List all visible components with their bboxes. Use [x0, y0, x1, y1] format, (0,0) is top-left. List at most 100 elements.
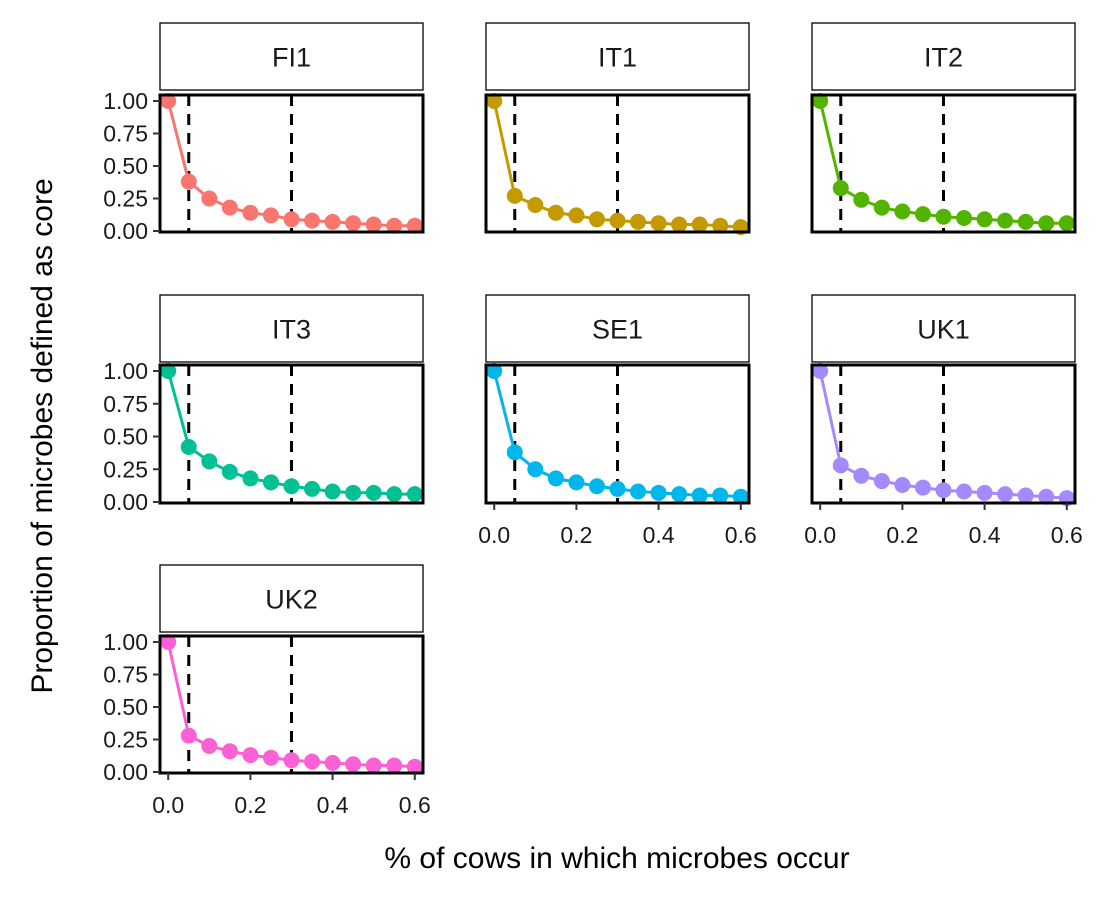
data-point-it2-8 [976, 211, 993, 228]
x-tick-label-uk1-0: 0.0 [804, 522, 836, 548]
data-point-se1-8 [650, 484, 667, 501]
data-point-it3-10 [365, 484, 382, 501]
y-tick-label-uk2-1: 0.25 [103, 727, 148, 753]
panel-border-uk1 [810, 363, 1077, 505]
data-point-uk1-9 [997, 486, 1014, 503]
x-tick-label-se1-1: 0.2 [560, 522, 592, 548]
data-point-uk2-0 [160, 634, 177, 650]
data-point-uk1-7 [956, 483, 973, 500]
data-point-se1-9 [671, 486, 688, 503]
y-tick-label-it3-1: 0.25 [103, 456, 148, 482]
strip-se1 [485, 294, 750, 363]
data-point-uk1-0 [812, 363, 829, 379]
data-point-fi1-11 [386, 217, 403, 234]
x-tick-label-uk1-1: 0.2 [886, 522, 918, 548]
data-point-se1-12 [732, 488, 749, 505]
data-point-it1-0 [486, 93, 503, 109]
data-point-se1-3 [547, 470, 564, 487]
data-point-it3-12 [406, 486, 423, 503]
panel-border-it2 [810, 93, 1077, 234]
x-tick-label-uk1-2: 0.4 [969, 522, 1001, 548]
data-point-fi1-5 [262, 207, 279, 224]
y-tick-label-uk2-2: 0.50 [103, 694, 148, 720]
x-tick-label-se1-0: 0.0 [478, 522, 510, 548]
y-tick-label-it3-4: 1.00 [103, 358, 148, 384]
data-point-it1-8 [650, 215, 667, 232]
data-point-uk2-3 [221, 743, 238, 760]
data-point-it1-4 [568, 207, 585, 224]
panel-border-it3 [158, 363, 425, 505]
panel-border-se1 [484, 363, 751, 505]
data-point-se1-10 [691, 487, 708, 504]
x-tick-label-uk1-3: 0.6 [1051, 522, 1083, 548]
data-point-it1-2 [527, 197, 544, 213]
data-point-it2-4 [894, 203, 911, 220]
data-point-se1-11 [712, 487, 729, 504]
strip-fi1 [159, 22, 424, 91]
y-tick-label-it3-0: 0.00 [103, 489, 148, 515]
data-point-fi1-9 [345, 215, 362, 232]
y-tick-label-uk2-3: 0.75 [103, 662, 148, 688]
data-point-fi1-1 [180, 173, 197, 190]
data-point-it3-9 [345, 484, 362, 501]
data-point-fi1-2 [201, 190, 218, 207]
facet-uk2: UK2 0.00 0.25 0.50 0.75 1.00 0.0 0.2 0.4 0.6 [103, 564, 431, 818]
data-point-fi1-3 [221, 199, 238, 216]
data-point-it1-1 [506, 187, 523, 204]
strip-label-se1: SE1 [592, 315, 643, 345]
data-point-it1-10 [691, 216, 708, 233]
data-point-it2-12 [1058, 215, 1075, 232]
y-tick-label-it3-2: 0.50 [103, 424, 148, 450]
data-point-se1-5 [588, 478, 605, 495]
x-tick-label-uk2-2: 0.4 [317, 792, 349, 818]
data-point-fi1-10 [365, 216, 382, 233]
data-point-uk2-1 [180, 727, 197, 744]
data-point-se1-4 [568, 474, 585, 491]
data-point-uk1-11 [1038, 488, 1055, 505]
data-point-fi1-7 [304, 212, 321, 229]
data-point-uk1-8 [976, 484, 993, 501]
data-point-uk1-10 [1017, 487, 1034, 504]
data-point-uk2-5 [262, 749, 279, 766]
data-point-it3-6 [283, 478, 300, 495]
data-point-uk2-8 [324, 754, 341, 771]
data-point-it2-7 [956, 210, 973, 226]
data-point-it3-1 [180, 438, 197, 455]
strip-label-fi1: FI1 [272, 43, 311, 73]
strip-label-uk1: UK1 [917, 315, 970, 345]
facet-it2: IT2 [810, 22, 1077, 234]
strip-label-it3: IT3 [272, 315, 311, 345]
data-point-it3-0 [160, 363, 177, 379]
data-point-uk1-3 [873, 473, 890, 490]
facet-it1: IT1 [484, 22, 751, 236]
data-point-uk1-2 [853, 467, 870, 484]
data-point-fi1-4 [242, 204, 259, 221]
data-point-it2-11 [1038, 215, 1055, 232]
x-tick-label-uk2-0: 0.0 [152, 792, 184, 818]
data-point-it2-0 [812, 93, 829, 109]
strip-it1 [485, 22, 750, 91]
data-point-it1-7 [630, 213, 647, 230]
data-point-uk2-12 [406, 758, 423, 775]
strip-it3 [159, 294, 424, 363]
data-point-it1-11 [712, 217, 729, 234]
data-point-uk2-11 [386, 757, 403, 774]
x-tick-label-uk2-3: 0.6 [399, 792, 431, 818]
panel-border-uk2 [158, 634, 425, 775]
data-point-uk2-7 [304, 753, 321, 770]
data-point-it3-7 [304, 480, 321, 497]
facet-panels: FI1 0.00 0.25 0.50 0.75 1.00 IT1 IT2 IT3 0.00 0.25… [103, 22, 1083, 818]
data-point-it3-4 [242, 470, 259, 487]
y-axis-title: Proportion of microbes defined as core [26, 178, 59, 693]
data-point-it3-11 [386, 486, 403, 503]
x-axis-title: % of cows in which microbes occur [384, 842, 849, 875]
y-tick-label-uk2-4: 1.00 [103, 629, 148, 655]
data-point-uk1-5 [914, 479, 931, 496]
facet-uk1: UK1 0.0 0.2 0.4 0.6 [804, 294, 1083, 548]
data-point-it2-9 [997, 212, 1014, 229]
facet-it3: IT3 0.00 0.25 0.50 0.75 1.00 [103, 294, 425, 515]
strip-it2 [811, 22, 1076, 91]
panel-border-fi1 [158, 93, 425, 234]
y-tick-label-fi1-0: 0.00 [103, 218, 148, 244]
